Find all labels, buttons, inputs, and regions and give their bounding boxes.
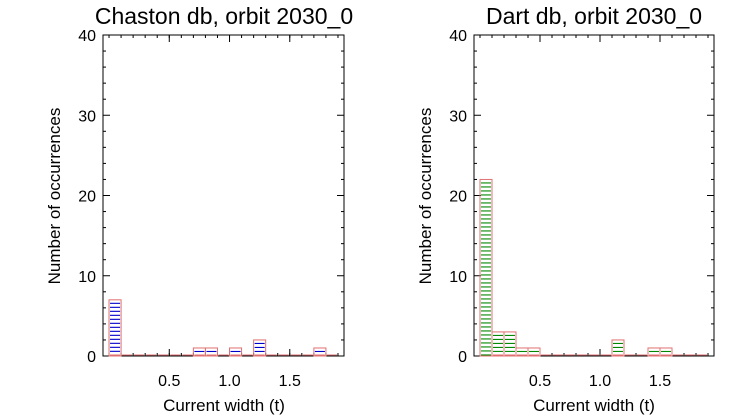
chart-title: Chaston db, orbit 2030_0 — [95, 3, 353, 29]
histogram-bar — [659, 347, 673, 357]
histogram-bar — [313, 347, 327, 357]
plot-area: 0 10 20 30 40 0.5 1.0 1.5 — [449, 28, 715, 390]
bar-outline — [479, 178, 493, 357]
x-axis-label: Current width (t) — [163, 396, 285, 415]
histogram-bar — [503, 331, 517, 357]
histogram-bar — [611, 339, 625, 357]
histogram-bar — [479, 178, 493, 357]
plot-area: 0 10 20 30 40 0.5 1.0 1.5 — [78, 28, 345, 390]
y-tick-label: 10 — [78, 269, 96, 286]
chart-panel-dart: Dart db, orbit 2030_0 Current width (t) … — [416, 3, 715, 415]
bar-outline — [313, 347, 327, 357]
histogram-bar — [527, 347, 541, 357]
plot-frame — [473, 34, 715, 357]
histogram-bar — [491, 331, 505, 357]
chart-panel-chaston: Chaston db, orbit 2030_0 Current width (… — [45, 3, 353, 415]
bar-outline — [611, 339, 625, 357]
histogram-bar — [108, 299, 122, 357]
histogram-bar — [253, 339, 267, 357]
y-tick-label: 20 — [78, 189, 96, 206]
bar-outline — [527, 347, 541, 357]
x-tick-label: 0.5 — [529, 373, 551, 390]
x-tick-label: 1.0 — [589, 373, 611, 390]
y-axis-label: Number of occurrences — [45, 108, 64, 285]
x-tick-label: 1.0 — [218, 373, 240, 390]
histogram-bar — [229, 347, 243, 357]
bar-outline — [204, 347, 218, 357]
histogram-bar — [204, 347, 218, 357]
y-tick-label: 40 — [449, 28, 467, 45]
bar-outline — [229, 347, 243, 357]
y-tick-label: 20 — [449, 189, 467, 206]
y-tick-label: 10 — [449, 269, 467, 286]
y-tick-label: 30 — [449, 108, 467, 125]
bar-outline — [108, 299, 122, 357]
y-tick-label: 0 — [87, 349, 96, 366]
x-tick-label: 1.5 — [649, 373, 671, 390]
chart-title: Dart db, orbit 2030_0 — [486, 3, 702, 29]
x-tick-label: 0.5 — [158, 373, 180, 390]
bar-outline — [253, 339, 267, 357]
bar-outline — [503, 331, 517, 357]
x-tick-label: 1.5 — [279, 373, 301, 390]
bar-outline — [659, 347, 673, 357]
y-tick-label: 30 — [78, 108, 96, 125]
y-tick-label: 0 — [458, 349, 467, 366]
plot-frame — [102, 34, 345, 357]
x-axis-label: Current width (t) — [533, 396, 655, 415]
y-axis-label: Number of occurrences — [416, 108, 435, 285]
y-tick-label: 40 — [78, 28, 96, 45]
